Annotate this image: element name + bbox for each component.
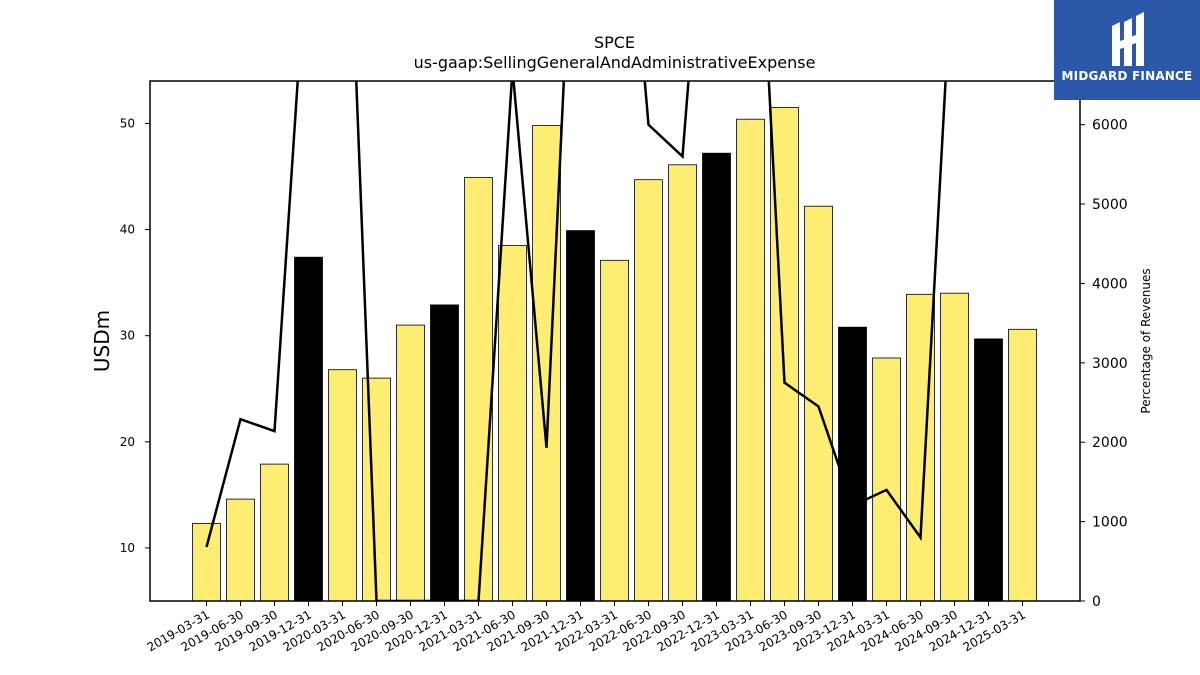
bar-2019-06-30 [226,498,255,602]
y2-tick-label: 4000 [1092,276,1128,292]
y2-tick-label: 5000 [1092,197,1128,213]
bar-2021-06-30 [498,245,527,602]
bar-2022-12-31 [702,152,731,602]
bar-2021-09-30 [532,125,561,602]
bar-2019-12-31 [294,256,323,602]
y-axis-label: USDm [90,310,114,372]
revenue-percentage-line [205,81,1023,601]
bar-2021-12-31 [566,230,595,602]
y2-axis-label: Percentage of Revenues [1139,268,1153,413]
y-tick-label: 30 [120,329,135,343]
y-axis-right: 0 1000 2000 3000 4000 5000 6000 [1080,118,1128,610]
bar-2023-09-30 [804,205,833,602]
y2-tick-label: 0 [1092,594,1101,610]
bar-2019-03-31 [192,523,221,602]
y-axis-left: 10 20 30 40 50 [120,116,150,555]
bar-2019-09-30 [260,463,289,602]
bar-2020-12-31 [430,304,459,602]
bar-2020-09-30 [396,324,425,602]
bar-2024-09-30 [940,292,969,602]
y2-tick-label: 6000 [1092,118,1128,134]
y-tick-label: 20 [120,435,135,449]
y2-tick-label: 1000 [1092,515,1128,531]
bar-series [192,107,1037,602]
bar-2023-03-31 [736,118,765,602]
line-series [205,81,1023,601]
y-tick-label: 50 [120,116,135,130]
logo-text: MIDGARD FINANCE [1061,69,1193,83]
x-axis: 2019-03-312019-06-302019-09-302019-12-31… [145,601,1028,654]
y-tick-label: 10 [120,541,135,555]
bar-2020-06-30 [362,377,391,602]
bar-2025-03-31 [1008,328,1037,602]
chart-subtitle: us-gaap:SellingGeneralAndAdministrativeE… [414,53,816,72]
bar-2022-06-30 [634,179,663,602]
y-tick-label: 40 [120,223,135,237]
bar-2020-03-31 [328,369,357,602]
bar-2023-12-31 [838,326,867,602]
bar-2021-03-31 [464,177,493,602]
brand-logo: MIDGARD FINANCE [1054,0,1200,100]
bar-2022-03-31 [600,259,629,602]
bar-2022-09-30 [668,164,697,602]
chart-title: SPCE [594,33,635,52]
logo-mark-icon [1112,12,1144,66]
bar-2024-12-31 [974,338,1003,602]
bar-2024-03-31 [872,357,901,602]
y2-tick-label: 3000 [1092,356,1128,372]
y2-tick-label: 2000 [1092,435,1128,451]
